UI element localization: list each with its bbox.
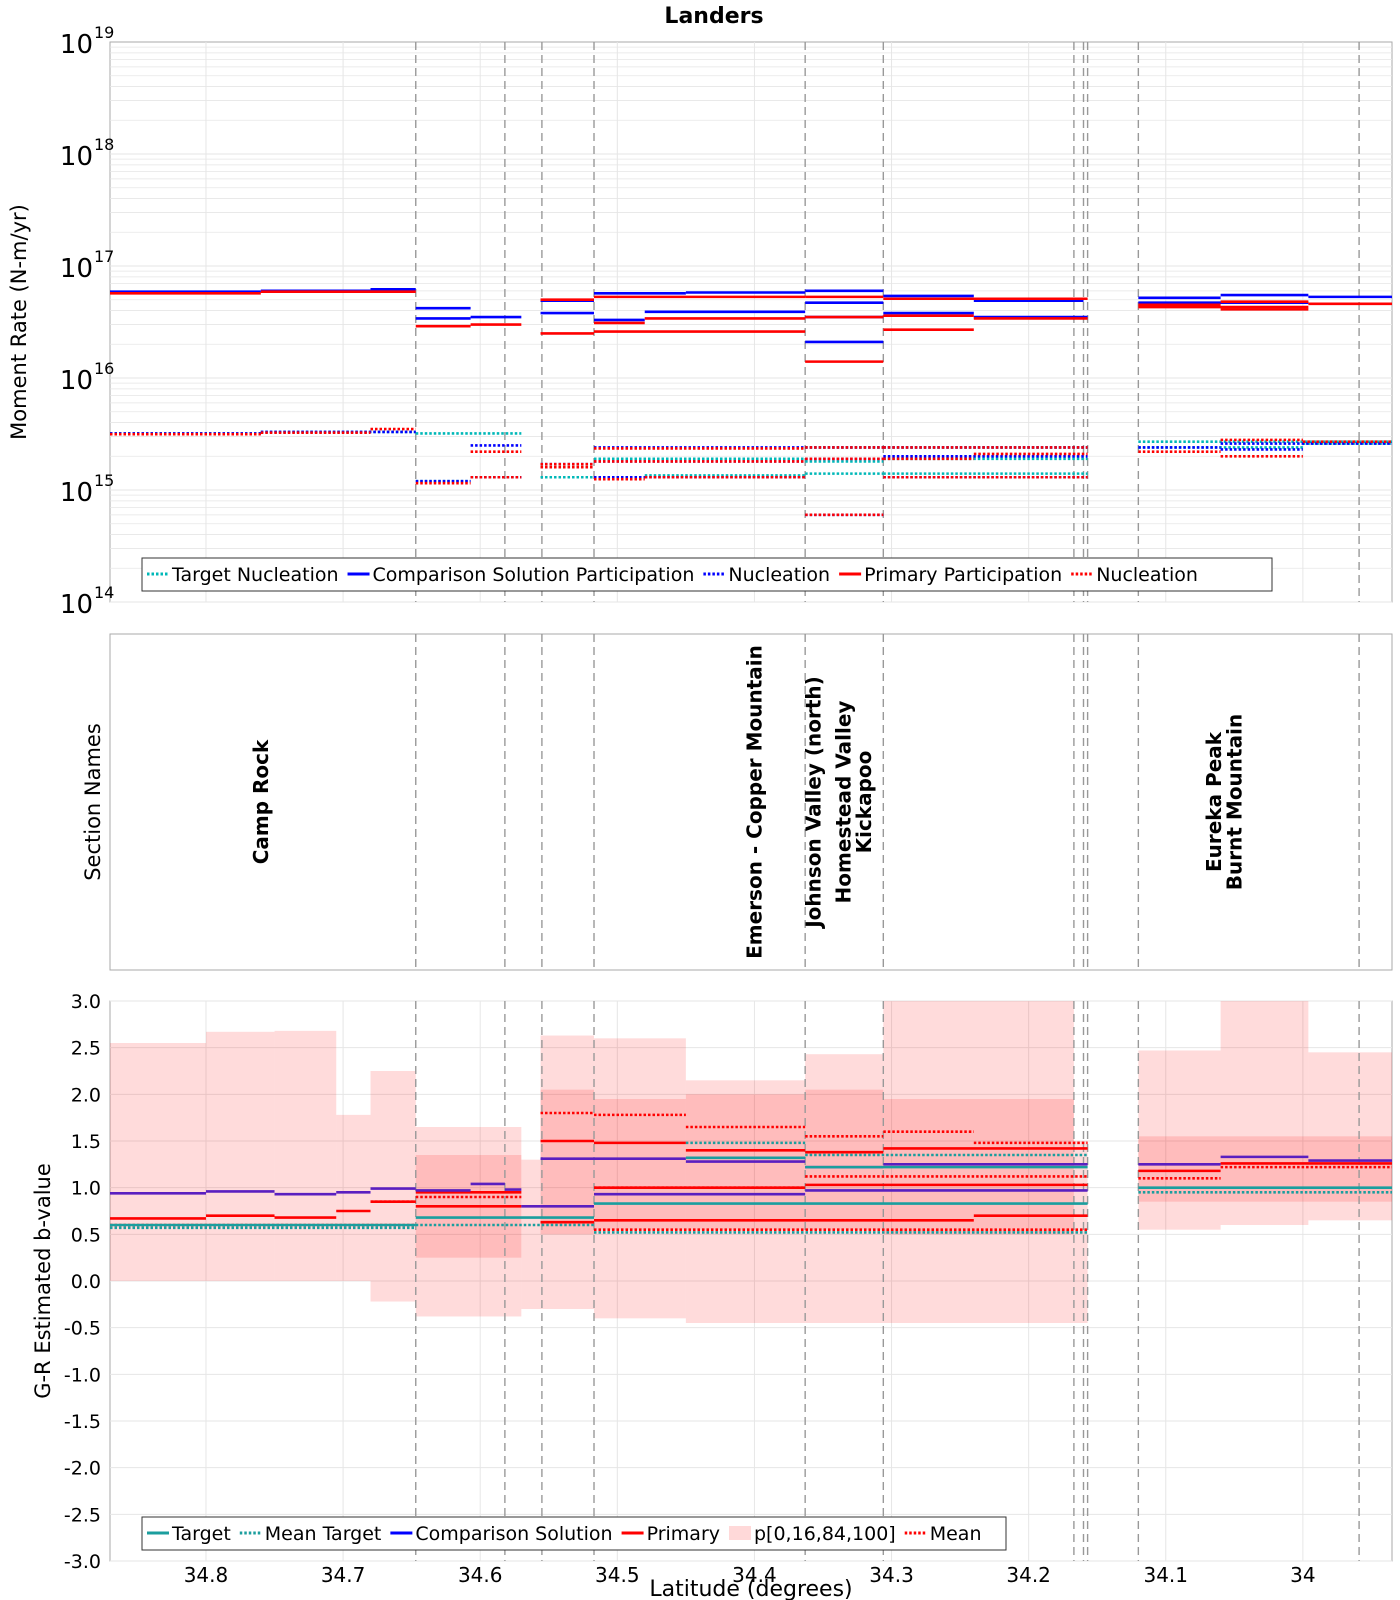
b-value-y-tick-label: -2.5 (64, 1504, 101, 1526)
section-name-johnson-valley-north: Johnson Valley (north) (801, 676, 825, 930)
b-value-y-tick-label: -1.0 (64, 1364, 101, 1386)
moment-rate-y-tick-label: 10 (60, 590, 93, 620)
b-value-legend-swatch (729, 1526, 751, 1540)
section-names-panel: Camp Rock Emerson - Copper Mountain Johnso… (81, 633, 1393, 971)
b-value-legend-label: Primary (647, 1523, 720, 1545)
b-value-y-tick-label: -1.5 (64, 1411, 101, 1433)
b-value-y-tick-label: 2.5 (71, 1038, 101, 1060)
moment-rate-legend-label: Comparison Solution Participation (373, 564, 695, 586)
b-value-outer-band (521, 1159, 541, 1309)
b-value-legend-label: Comparison Solution (415, 1523, 612, 1545)
b-value-legend-label: Mean Target (265, 1523, 382, 1545)
x-tick-label: 34.3 (869, 1563, 914, 1587)
b-value-legend-box (141, 1516, 1007, 1551)
b-value-y-tick-label: 0.5 (71, 1224, 101, 1246)
chart-title: Landers (664, 4, 763, 29)
x-axis-label: Latitude (degrees) (649, 1577, 852, 1600)
b-value-outer-band (540, 1035, 595, 1309)
b-value-y-tick-label: -3.0 (64, 1551, 101, 1573)
b-value-legend: Target Mean Target Comparison Solution Prim… (141, 1516, 1007, 1551)
x-tick-label: 34.1 (1143, 1563, 1188, 1587)
b-value-inner-band (594, 1099, 686, 1230)
b-value-outer-band (274, 1030, 337, 1281)
moment-rate-grid (110, 42, 1392, 603)
b-value-outer-band (594, 1038, 686, 1319)
moment-rate-legend-label: Primary Participation (864, 564, 1062, 586)
moment-rate-legend-label: Nucleation (1096, 564, 1198, 586)
b-value-legend-label: Mean (930, 1523, 982, 1545)
moment-rate-y-tick-exponent: 14 (94, 583, 114, 602)
moment-rate-y-tick-label: 10 (60, 142, 93, 172)
section-names-boundaries (415, 634, 1360, 970)
section-names-plot-area (109, 633, 1393, 971)
x-tick-label: 34.7 (321, 1563, 366, 1587)
section-names-ylabel: Section Names (81, 723, 105, 881)
x-tick-label: 34.6 (458, 1563, 503, 1587)
b-value-outer-band (336, 1114, 371, 1281)
moment-rate-legend-box (141, 557, 1273, 592)
moment-rate-legend-label: Nucleation (728, 564, 830, 586)
b-value-outer-band (1138, 1050, 1221, 1230)
b-value-y-tick-label: -0.5 (64, 1318, 101, 1340)
b-value-outer-band (805, 1054, 884, 1323)
b-value-outer-band (110, 1043, 206, 1281)
b-value-y-tick-label: 3.0 (71, 991, 101, 1013)
x-tick-label: 34.2 (1006, 1563, 1051, 1587)
section-name-kickapoo: Kickapoo (852, 751, 876, 854)
moment-rate-series (110, 287, 1392, 517)
moment-rate-legend: Target Nucleation Comparison Solution Par… (141, 557, 1273, 592)
b-value-panel: 3.0 2.5 2.0 1.5 1.0 0.5 0.0 -0.5 -1.0 -1.5 -2.0 -2.… (31, 991, 1393, 1573)
moment-rate-y-tick-exponent: 16 (94, 359, 114, 378)
section-name-eureka-peak: Eureka Peak (1202, 731, 1226, 872)
moment-rate-y-tick-label: 10 (60, 366, 93, 396)
section-names-labels: Camp Rock Emerson - Copper Mountain Johnso… (249, 645, 1246, 959)
b-value-inner-band (805, 1089, 884, 1230)
b-value-y-tick-label: 0.0 (71, 1271, 101, 1293)
moment-rate-y-tick-exponent: 15 (94, 471, 114, 490)
b-value-section-boundaries (415, 1001, 1360, 1561)
moment-rate-y-tick-exponent: 18 (94, 135, 114, 154)
b-value-y-tick-label: 1.0 (71, 1178, 101, 1200)
moment-rate-y-tick-label: 10 (60, 254, 93, 284)
b-value-percentile-bands (110, 1001, 1392, 1323)
x-tick-label: 34.8 (184, 1563, 229, 1587)
b-value-outer-band (883, 1001, 1074, 1323)
x-tick-label: 34.5 (595, 1563, 640, 1587)
moment-rate-y-tick-label: 10 (60, 478, 93, 508)
b-value-y-tick-label: -2.0 (64, 1458, 101, 1480)
b-value-outer-band (685, 1080, 806, 1323)
moment-rate-plot-area (109, 41, 1393, 603)
section-name-camp-rock: Camp Rock (249, 739, 273, 864)
b-value-outer-band (370, 1071, 416, 1302)
moment-rate-y-tick-label: 10 (60, 30, 93, 60)
b-value-y-ticks: 3.0 2.5 2.0 1.5 1.0 0.5 0.0 -0.5 -1.0 -1.5 -2.0 -2.… (64, 991, 101, 1573)
b-value-outer-band (205, 1031, 275, 1281)
section-name-burnt-mountain: Burnt Mountain (1222, 714, 1246, 890)
moment-rate-y-tick-exponent: 17 (94, 247, 114, 266)
x-tick-label: 34.4 (732, 1563, 777, 1587)
x-axis-ticks: 34.8 34.7 34.6 34.5 34.4 34.3 34.2 34.1 34 (184, 1563, 1316, 1587)
b-value-inner-band (540, 1089, 595, 1235)
moment-rate-section-boundaries (415, 42, 1360, 602)
section-name-homestead-valley: Homestead Valley (832, 701, 856, 904)
b-value-legend-label: p[0,16,84,100] (754, 1523, 896, 1545)
x-tick-label: 34 (1290, 1563, 1315, 1587)
b-value-y-tick-label: 1.5 (71, 1131, 101, 1153)
moment-rate-ylabel: Moment Rate (N-m/yr) (7, 204, 31, 440)
moment-rate-legend-label: Target Nucleation (171, 564, 339, 586)
b-value-y-tick-label: 2.0 (71, 1084, 101, 1106)
b-value-inner-band (1138, 1136, 1392, 1202)
b-value-ylabel: G-R Estimated b-value (31, 1163, 55, 1399)
moment-rate-y-tick-exponent: 19 (94, 23, 114, 42)
section-name-emerson-copper-mountain: Emerson - Copper Mountain (742, 645, 766, 959)
b-value-outer-band (415, 1127, 522, 1317)
b-value-legend-label: Target (171, 1523, 231, 1545)
b-value-series (110, 1111, 1392, 1234)
